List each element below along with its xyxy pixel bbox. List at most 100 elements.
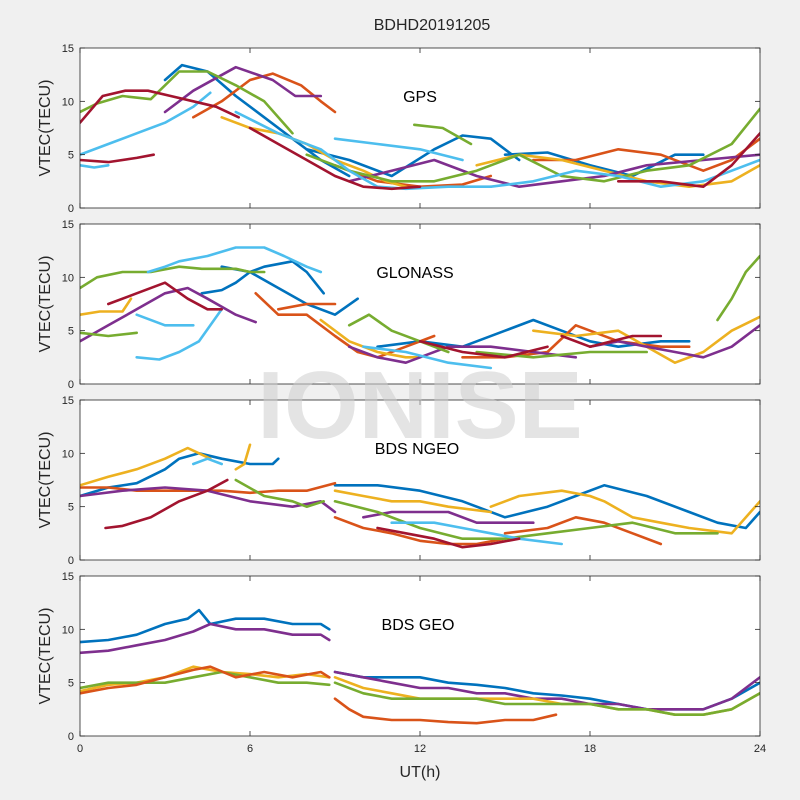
- plot-area: [80, 400, 760, 560]
- series-line: [146, 246, 323, 274]
- panel-label: GPS: [403, 89, 437, 106]
- y-tick-label: 5: [68, 502, 74, 514]
- y-tick-label: 15: [62, 219, 74, 231]
- chart-title: BDHD20191205: [374, 17, 491, 34]
- x-axis-label: UT(h): [400, 764, 441, 781]
- y-tick-label: 10: [62, 272, 74, 284]
- series-line: [503, 151, 705, 178]
- series-line: [333, 137, 464, 162]
- series-line: [248, 126, 422, 191]
- panel-label: BDS NGEO: [375, 441, 459, 458]
- series-line: [80, 331, 138, 338]
- series-line: [588, 323, 760, 359]
- series-line: [418, 339, 549, 359]
- series-line: [560, 334, 663, 349]
- series-line: [80, 89, 240, 124]
- y-tick-label: 10: [62, 96, 74, 108]
- series-line: [503, 515, 663, 546]
- series-line: [716, 254, 760, 322]
- series-line: [163, 63, 351, 178]
- series-line: [135, 307, 223, 361]
- y-tick-label: 15: [62, 395, 74, 407]
- series-line: [234, 110, 493, 191]
- panels: 0 5 10 15 VTEC(TECU) GPS 0 5 10 15 VTEC(TECU) GLONA…: [37, 43, 766, 755]
- series-line: [80, 164, 110, 169]
- panel-label: BDS GEO: [382, 617, 455, 634]
- series-line: [531, 137, 760, 172]
- y-tick-label: 0: [68, 379, 74, 391]
- series-line: [333, 681, 760, 717]
- series-line: [234, 478, 326, 509]
- series-line: [80, 265, 266, 290]
- panel-1: 0 5 10 15 VTEC(TECU) GPS: [37, 43, 761, 215]
- series-line: [80, 608, 331, 644]
- x-tick-label: 0: [77, 743, 83, 755]
- series-group: [80, 443, 760, 549]
- watermark: IONISE: [257, 352, 582, 459]
- y-axis-label: VTEC(TECU): [37, 256, 54, 353]
- series-line: [319, 318, 422, 359]
- x-tick-label: 12: [414, 743, 426, 755]
- series-line: [333, 670, 760, 711]
- series-line: [361, 510, 535, 525]
- series-line: [192, 457, 223, 466]
- series-line: [80, 665, 331, 695]
- y-tick-label: 5: [68, 678, 74, 690]
- series-line: [531, 315, 760, 365]
- panel-4: 0 5 10 15 0 6 12 18 24 VTEC(TECU) BDS GEO: [37, 571, 766, 755]
- series-line: [107, 281, 223, 311]
- y-tick-label: 10: [62, 624, 74, 636]
- series-line: [376, 526, 521, 549]
- series-line: [80, 622, 331, 655]
- series-line: [80, 446, 212, 487]
- series-line: [333, 499, 719, 541]
- series-line: [276, 302, 337, 311]
- y-tick-label: 10: [62, 448, 74, 460]
- series-line: [333, 483, 760, 530]
- x-tick-label: 18: [584, 743, 596, 755]
- series-line: [489, 489, 760, 535]
- panel-label: GLONASS: [376, 265, 453, 282]
- series-line: [361, 345, 493, 370]
- series-line: [192, 72, 337, 119]
- series-line: [305, 134, 521, 178]
- series-group: [80, 246, 760, 370]
- x-tick-label: 6: [247, 743, 253, 755]
- series-group: [80, 63, 760, 191]
- series-line: [305, 107, 760, 183]
- series-line: [475, 350, 649, 359]
- series-group: [80, 608, 760, 725]
- y-axis-label: VTEC(TECU): [37, 80, 54, 177]
- series-line: [234, 443, 252, 471]
- y-tick-label: 5: [68, 150, 74, 162]
- series-line: [333, 515, 507, 546]
- y-tick-label: 0: [68, 203, 74, 215]
- series-line: [333, 697, 558, 725]
- series-line: [163, 65, 323, 114]
- series-line: [135, 313, 195, 327]
- y-tick-label: 5: [68, 326, 74, 338]
- series-line: [80, 70, 294, 135]
- panel-2: 0 5 10 15 VTEC(TECU) GLONASS: [37, 219, 761, 391]
- series-line: [347, 153, 760, 188]
- y-tick-label: 0: [68, 555, 74, 567]
- series-line: [80, 670, 331, 690]
- y-axis-label: VTEC(TECU): [37, 608, 54, 705]
- series-line: [390, 521, 564, 546]
- series-line: [254, 291, 436, 359]
- series-line: [104, 478, 229, 530]
- series-line: [80, 297, 133, 317]
- series-line: [80, 91, 212, 156]
- series-line: [80, 153, 155, 164]
- series-line: [616, 132, 760, 188]
- x-tick-label: 24: [754, 743, 766, 755]
- y-tick-label: 15: [62, 43, 74, 55]
- series-line: [333, 489, 493, 514]
- series-line: [347, 345, 578, 365]
- series-line: [412, 123, 473, 146]
- y-axis-label: VTEC(TECU): [37, 432, 54, 529]
- y-tick-label: 0: [68, 731, 74, 743]
- series-line: [80, 451, 280, 498]
